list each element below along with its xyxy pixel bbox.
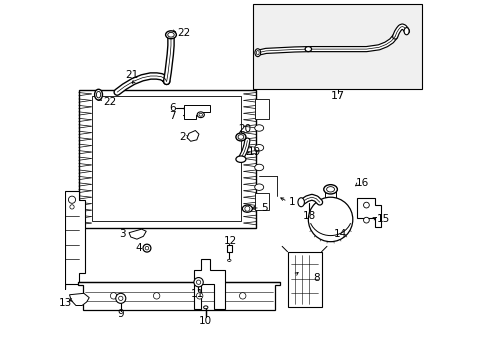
Circle shape (70, 205, 74, 209)
Text: 19: 19 (247, 147, 261, 157)
Text: 6: 6 (169, 103, 176, 113)
Ellipse shape (203, 306, 207, 309)
Polygon shape (183, 105, 210, 119)
Text: 16: 16 (355, 178, 368, 188)
Text: 9: 9 (117, 309, 124, 319)
Bar (254, 193, 268, 211)
Circle shape (110, 293, 117, 299)
Bar (79, 90, 256, 228)
Ellipse shape (145, 246, 148, 250)
Ellipse shape (197, 112, 204, 118)
Text: 22: 22 (103, 97, 117, 107)
Text: 2: 2 (179, 132, 185, 142)
Ellipse shape (326, 186, 334, 192)
Circle shape (363, 202, 368, 208)
Ellipse shape (227, 259, 230, 261)
Ellipse shape (403, 28, 408, 35)
Ellipse shape (256, 50, 259, 55)
Text: 20: 20 (238, 124, 250, 134)
Bar (254, 99, 268, 119)
Polygon shape (129, 229, 146, 239)
Circle shape (308, 197, 352, 242)
Bar (92, 96, 241, 221)
Ellipse shape (254, 144, 263, 151)
Ellipse shape (305, 46, 311, 51)
Ellipse shape (142, 244, 151, 252)
Ellipse shape (254, 204, 263, 210)
Polygon shape (78, 282, 280, 310)
Ellipse shape (94, 89, 102, 100)
Text: 18: 18 (302, 211, 315, 221)
Text: 14: 14 (333, 229, 346, 239)
Text: 17: 17 (330, 91, 344, 101)
Polygon shape (69, 293, 89, 306)
Polygon shape (194, 259, 224, 309)
Ellipse shape (297, 198, 304, 207)
Ellipse shape (96, 91, 101, 98)
Circle shape (153, 293, 160, 299)
Ellipse shape (167, 32, 174, 37)
Ellipse shape (235, 156, 245, 162)
Text: 1: 1 (288, 197, 295, 207)
Circle shape (196, 293, 203, 299)
Ellipse shape (323, 185, 337, 194)
Polygon shape (65, 191, 85, 289)
Text: 7: 7 (169, 111, 176, 121)
Polygon shape (187, 131, 199, 141)
Text: 11: 11 (191, 289, 204, 299)
Text: 12: 12 (223, 236, 236, 246)
Circle shape (244, 206, 249, 211)
Bar (287, 252, 321, 307)
Circle shape (363, 217, 368, 223)
Circle shape (68, 196, 76, 203)
Text: 15: 15 (376, 215, 389, 224)
Ellipse shape (254, 49, 260, 57)
Circle shape (116, 293, 125, 303)
Circle shape (239, 293, 245, 299)
Polygon shape (357, 198, 380, 226)
Ellipse shape (242, 205, 252, 212)
Ellipse shape (235, 133, 245, 141)
Text: 5: 5 (261, 203, 267, 213)
Text: 4: 4 (135, 243, 142, 253)
Ellipse shape (165, 31, 176, 39)
Circle shape (119, 296, 122, 301)
Text: 8: 8 (312, 273, 319, 283)
Ellipse shape (254, 125, 263, 131)
Ellipse shape (254, 164, 263, 171)
Circle shape (194, 278, 203, 287)
Text: 10: 10 (199, 316, 212, 325)
Text: 21: 21 (124, 70, 138, 80)
Text: 13: 13 (59, 298, 72, 309)
Ellipse shape (199, 113, 202, 116)
Ellipse shape (238, 135, 244, 139)
Text: 22: 22 (177, 28, 190, 38)
Bar (226, 245, 231, 252)
Circle shape (196, 280, 201, 284)
Text: 3: 3 (119, 229, 125, 239)
Ellipse shape (254, 184, 263, 190)
Bar (253, 4, 421, 89)
